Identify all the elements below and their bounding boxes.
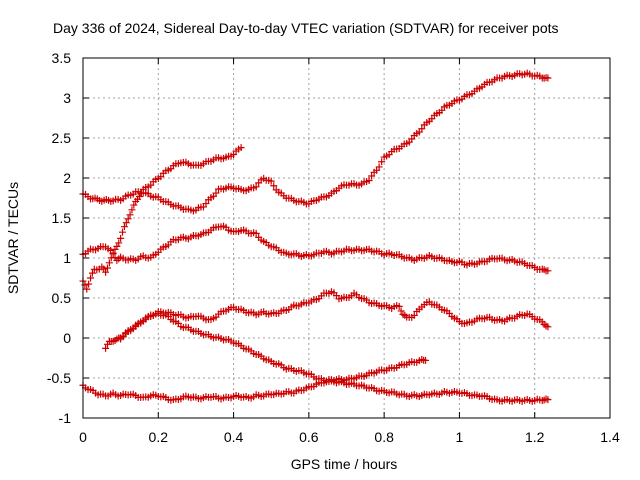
data-point (375, 163, 383, 171)
data-points (79, 69, 552, 405)
data-point (544, 267, 552, 275)
y-tick-label: 0.5 (52, 290, 72, 306)
data-point (88, 269, 96, 277)
data-point (87, 274, 95, 282)
y-tick-label: -0.5 (47, 370, 71, 386)
data-point (103, 264, 111, 272)
series-0 (79, 69, 552, 215)
data-point (395, 302, 403, 310)
data-point (237, 144, 245, 152)
x-tick-label: 0.4 (224, 429, 244, 445)
x-axis-label: GPS time / hours (291, 456, 398, 472)
data-point (378, 158, 386, 166)
data-point (544, 74, 552, 82)
grid-lines (83, 58, 610, 418)
x-tick-label: 0.8 (374, 429, 394, 445)
x-tick-label: 0.2 (149, 429, 169, 445)
data-point (422, 356, 430, 364)
data-point (124, 215, 132, 223)
data-point (126, 211, 134, 219)
y-axis-label: SDTVAR / TECUs (5, 182, 21, 294)
data-point (102, 344, 110, 352)
data-point (130, 201, 138, 209)
data-point (119, 228, 127, 236)
data-point (109, 250, 117, 258)
data-point (120, 223, 128, 231)
data-point (410, 311, 418, 319)
series-3 (102, 288, 552, 352)
series-5 (79, 355, 430, 404)
data-point (365, 176, 373, 184)
data-point (408, 135, 416, 143)
x-tick-label: 1.2 (525, 429, 545, 445)
series-1 (79, 144, 245, 293)
y-tick-label: 2.5 (52, 130, 72, 146)
data-point (267, 177, 275, 185)
x-tick-labels: 0 0.2 0.4 0.6 0.8 1 1.2 1.4 (79, 429, 620, 445)
y-tick-label: 3 (63, 90, 71, 106)
data-point (544, 396, 552, 404)
x-tick-label: 1.4 (600, 429, 620, 445)
series-2 (79, 222, 552, 275)
series-4 (117, 309, 552, 405)
data-point (368, 172, 376, 180)
data-point (122, 219, 130, 227)
x-tick-label: 1 (456, 429, 464, 445)
y-tick-label: 0 (63, 330, 71, 346)
data-point (105, 259, 113, 267)
data-point (137, 189, 145, 197)
data-point (212, 189, 220, 197)
data-point (115, 239, 123, 247)
data-point (85, 280, 93, 288)
data-point (252, 229, 260, 237)
data-point (270, 182, 278, 190)
data-point (117, 234, 125, 242)
data-point (202, 200, 210, 208)
y-tick-label: 1.5 (52, 210, 72, 226)
data-point (418, 125, 426, 133)
y-tick-label: 2 (63, 170, 71, 186)
data-point (83, 285, 91, 293)
y-tick-label: 3.5 (52, 50, 72, 66)
chart-title: Day 336 of 2024, Sidereal Day-to-day VTE… (53, 20, 559, 36)
data-point (102, 268, 110, 276)
x-tick-label: 0 (79, 429, 87, 445)
data-point (544, 323, 552, 331)
y-tick-label: -1 (59, 410, 72, 426)
x-tick-label: 0.6 (299, 429, 319, 445)
plot-frame (82, 57, 611, 419)
y-tick-label: 1 (63, 250, 71, 266)
data-point (252, 183, 260, 191)
y-tick-labels: -1 -0.5 0 0.5 1 1.5 2 2.5 3 3.5 (47, 50, 71, 426)
data-point (128, 206, 136, 214)
